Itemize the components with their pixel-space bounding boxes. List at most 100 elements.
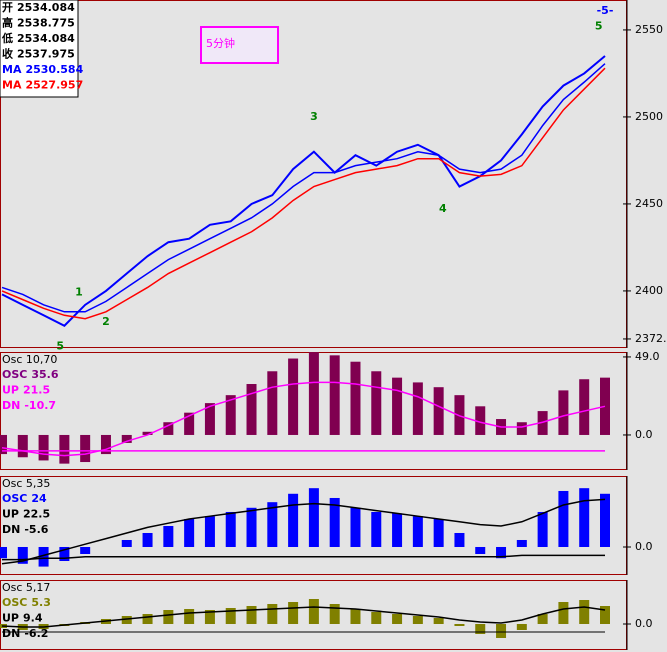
- osc-bar: [516, 624, 527, 630]
- y-tick-label: 0.0: [635, 428, 653, 441]
- osc-bar: [475, 406, 486, 435]
- osc-bar: [308, 352, 319, 435]
- info-entry: UP 21.5: [2, 384, 50, 397]
- osc-bar: [308, 599, 319, 624]
- info-entry: UP 9.4: [2, 612, 43, 625]
- series-line: [1, 381, 606, 457]
- osc-bar: [454, 624, 465, 626]
- info-entry: 高 2538.775: [2, 16, 75, 30]
- y-tick-label: 0.0: [635, 617, 653, 630]
- info-value: 35.6: [31, 368, 58, 381]
- osc-bar: [0, 546, 7, 559]
- osc-bar: [267, 502, 278, 547]
- info-value: 22.5: [23, 508, 50, 521]
- osc-bar: [329, 497, 340, 547]
- info-label: OSC: [2, 596, 27, 609]
- osc-bar: [433, 618, 444, 624]
- osc-bar: [38, 434, 49, 461]
- info-label: DN: [2, 627, 20, 640]
- panel-title: Osc 5,35: [2, 477, 50, 490]
- info-label: UP: [2, 384, 19, 397]
- osc-bar: [371, 371, 382, 435]
- osc-bar: [350, 609, 361, 624]
- osc-bar: [121, 616, 132, 624]
- info-entry: 低 2534.084: [1, 31, 75, 45]
- osc-bar: [17, 546, 28, 564]
- info-box: [0, 0, 79, 98]
- osc-bar: [246, 507, 257, 547]
- period-label: 5分钟: [206, 36, 235, 50]
- osc-bar: [392, 614, 403, 624]
- osc-bar: [184, 412, 195, 435]
- osc-bar: [412, 382, 423, 435]
- y-tick-label: 2450: [635, 197, 663, 210]
- series-line: [1, 606, 606, 628]
- osc-bar: [496, 624, 507, 638]
- osc-bar: [475, 546, 486, 554]
- osc-bar: [288, 358, 299, 435]
- osc-bar: [142, 431, 153, 435]
- osc-bar: [371, 612, 382, 624]
- osc-bar: [267, 371, 278, 435]
- info-value: -5.6: [24, 523, 48, 536]
- osc-bar: [246, 606, 257, 624]
- osc-bar: [288, 493, 299, 547]
- info-value: 2527.957: [25, 79, 83, 92]
- osc-bar: [204, 610, 215, 624]
- osc-bar: [433, 518, 444, 547]
- osc-bar: [163, 525, 174, 547]
- osc-bar: [350, 507, 361, 547]
- wave-label: 3: [310, 110, 318, 123]
- series-line: [1, 55, 606, 327]
- osc-bar: [0, 434, 7, 455]
- osc-bar: [308, 488, 319, 547]
- info-entry: 收 2537.975: [2, 47, 75, 61]
- y-tick-label: 49.0: [635, 350, 660, 363]
- series-line: [2, 554, 605, 561]
- osc-bar: [225, 511, 236, 547]
- info-value: 24: [31, 492, 47, 505]
- info-label: UP: [2, 508, 19, 521]
- osc-bar: [516, 422, 527, 435]
- osc-bar: [225, 395, 236, 435]
- osc-bar: [59, 546, 70, 561]
- osc-bar: [392, 377, 403, 435]
- osc-bar: [329, 355, 340, 435]
- osc-bar: [433, 387, 444, 435]
- info-entry: DN -10.7: [2, 399, 56, 412]
- osc-bar: [121, 434, 132, 443]
- osc-bar: [80, 546, 91, 554]
- panel-title: Osc 10,70: [2, 353, 57, 366]
- osc-bar: [600, 606, 610, 624]
- info-entry: DN -5.6: [2, 523, 49, 536]
- wave-label: 5: [595, 19, 603, 32]
- osc-bar: [371, 511, 382, 547]
- wave-label: 5: [56, 340, 64, 353]
- info-value: 21.5: [23, 384, 50, 397]
- info-label: UP: [2, 612, 19, 625]
- wave-label: 4: [439, 202, 447, 215]
- info-value: -6.2: [24, 627, 48, 640]
- osc-bar: [412, 616, 423, 624]
- y-tick-label: 2500: [635, 110, 663, 123]
- osc-bar: [184, 609, 195, 624]
- info-value: -10.7: [24, 399, 56, 412]
- info-label: MA: [2, 79, 22, 92]
- osc-bar: [59, 434, 70, 464]
- info-value: 2530.584: [25, 63, 83, 76]
- osc-bar: [558, 390, 569, 435]
- osc-bar: [17, 434, 28, 458]
- osc-bar: [163, 422, 174, 435]
- osc-bar: [38, 546, 49, 567]
- y-tick-label: 2550: [635, 23, 663, 36]
- osc-bar: [537, 614, 548, 624]
- series-line: [1, 67, 606, 320]
- info-label: OSC: [2, 368, 27, 381]
- info-entry: OSC 35.6: [2, 368, 59, 381]
- wave-label: 2: [102, 315, 110, 328]
- osc-bar: [225, 608, 236, 624]
- period-box: [200, 26, 279, 64]
- info-entry: MA 2530.584: [2, 63, 84, 76]
- osc-bar: [142, 532, 153, 547]
